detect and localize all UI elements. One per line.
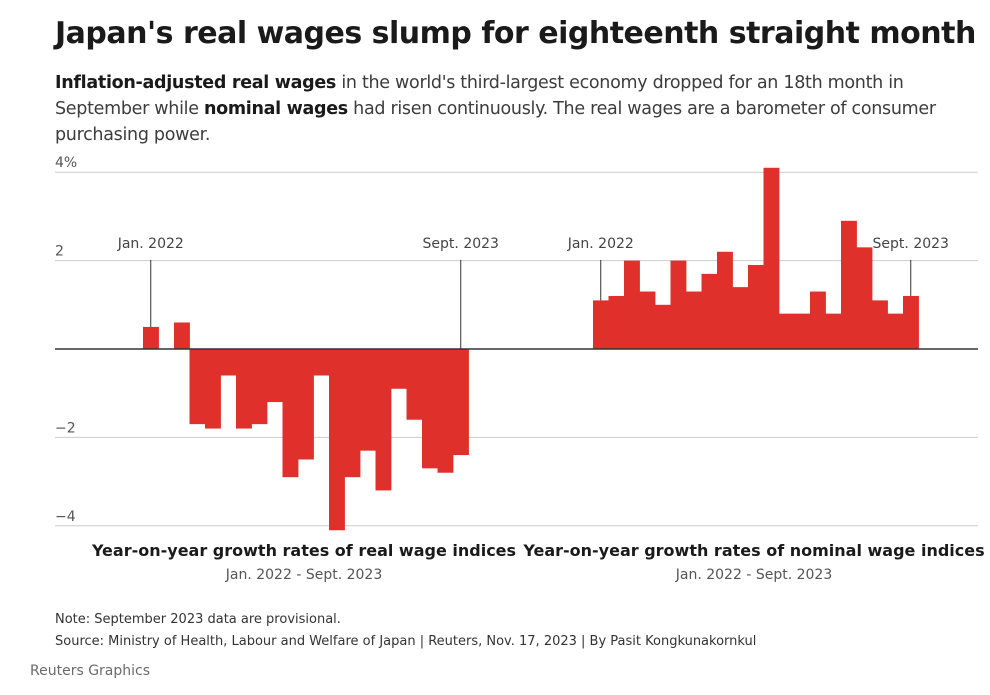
real-wage-bar-10 bbox=[282, 349, 299, 478]
grid-lines bbox=[55, 171, 978, 527]
y-tick-label: −4 bbox=[55, 509, 76, 525]
nominal-wage-chart-title: Year-on-year growth rates of nominal wag… bbox=[522, 541, 984, 560]
real-wage-bar-8 bbox=[251, 349, 268, 425]
annotations: Jan. 2022 Sept. 2023 Jan. 2022 Sept. 2023 bbox=[117, 236, 949, 349]
real-wage-bar-21 bbox=[453, 349, 469, 456]
nominal-wage-bar-12 bbox=[763, 167, 780, 349]
real-wage-bar-16 bbox=[375, 349, 392, 491]
real-wage-bar-5 bbox=[205, 349, 221, 429]
bars bbox=[143, 167, 919, 531]
real-wage-bar-17 bbox=[391, 349, 407, 389]
nominal-wage-bar-15 bbox=[810, 291, 826, 349]
footnote: Note: September 2023 data are provisiona… bbox=[55, 612, 341, 627]
y-tick-label: 2 bbox=[55, 244, 64, 260]
subtitle-real-wages-bold: Inflation-adjusted real wages bbox=[55, 73, 337, 93]
real-wage-bar-7 bbox=[236, 349, 252, 429]
chart-titles: Year-on-year growth rates of real wage i… bbox=[91, 541, 985, 583]
nominal-wage-bar-11 bbox=[748, 265, 764, 349]
nominal-wage-bar-20 bbox=[887, 313, 904, 349]
real-wage-bar-3 bbox=[174, 322, 190, 349]
nominal-wage-bar-4 bbox=[639, 291, 656, 349]
nominal-wage-bar-7 bbox=[686, 291, 702, 349]
real-wage-bar-18 bbox=[406, 349, 423, 420]
real-wage-bar-4 bbox=[189, 349, 206, 425]
nominal-wage-bar-16 bbox=[825, 313, 842, 349]
real-wage-bar-1 bbox=[143, 326, 159, 349]
wage-growth-chart: Jan. 2022 Sept. 2023 Jan. 2022 Sept. 2023 4… bbox=[55, 155, 985, 583]
annotation-label: Sept. 2023 bbox=[423, 236, 499, 252]
real-wage-bar-15 bbox=[360, 349, 376, 451]
real-wage-bar-6 bbox=[220, 349, 237, 376]
nominal-wage-bar-13 bbox=[779, 313, 795, 349]
nominal-wage-bar-5 bbox=[655, 304, 671, 349]
nominal-wage-bar-10 bbox=[732, 287, 749, 349]
nominal-wage-bar-2 bbox=[608, 295, 625, 349]
subtitle-text-1: in the world's third-largest economy dro… bbox=[55, 73, 904, 119]
nominal-wage-bar-1 bbox=[593, 300, 609, 349]
y-axis-ticks: 4% 2 −2 −4 bbox=[55, 155, 77, 525]
nominal-wage-bar-14 bbox=[794, 313, 811, 349]
real-wage-bar-12 bbox=[313, 349, 330, 376]
real-wage-bar-11 bbox=[298, 349, 314, 460]
chart-subtitle: Inflation-adjusted real wages in the wor… bbox=[55, 70, 985, 148]
real-wage-bar-9 bbox=[267, 349, 283, 403]
real-wage-bar-13 bbox=[329, 349, 345, 531]
real-wage-bar-19 bbox=[422, 349, 438, 469]
nominal-wage-bar-21 bbox=[903, 295, 919, 349]
annotation-label: Jan. 2022 bbox=[567, 236, 634, 252]
nominal-wage-bar-8 bbox=[701, 273, 718, 349]
subtitle-text-2: had risen continuously. The real wages a… bbox=[55, 99, 936, 145]
y-tick-label: −2 bbox=[55, 420, 76, 436]
real-wage-bar-14 bbox=[344, 349, 361, 478]
subtitle-nominal-wages-bold: nominal wages bbox=[203, 99, 348, 119]
annotation-label: Jan. 2022 bbox=[117, 236, 184, 252]
nominal-wage-bar-18 bbox=[856, 247, 873, 349]
nominal-wage-chart-period: Jan. 2022 - Sept. 2023 bbox=[675, 567, 832, 583]
annotation-label: Sept. 2023 bbox=[873, 236, 949, 252]
source-line: Source: Ministry of Health, Labour and W… bbox=[55, 634, 757, 649]
real-wage-chart-period: Jan. 2022 - Sept. 2023 bbox=[225, 567, 382, 583]
nominal-wage-bar-9 bbox=[717, 251, 733, 349]
nominal-wage-bar-17 bbox=[841, 220, 857, 349]
real-wage-bar-20 bbox=[437, 349, 454, 473]
nominal-wage-bar-3 bbox=[624, 260, 640, 349]
brand-logo-text: Reuters Graphics bbox=[30, 663, 151, 679]
nominal-wage-bar-6 bbox=[670, 260, 687, 349]
nominal-wage-bar-19 bbox=[872, 300, 888, 349]
real-wage-chart-title: Year-on-year growth rates of real wage i… bbox=[91, 541, 516, 560]
y-tick-label: 4% bbox=[55, 155, 77, 171]
page-title: Japan's real wages slump for eighteenth … bbox=[55, 16, 976, 51]
